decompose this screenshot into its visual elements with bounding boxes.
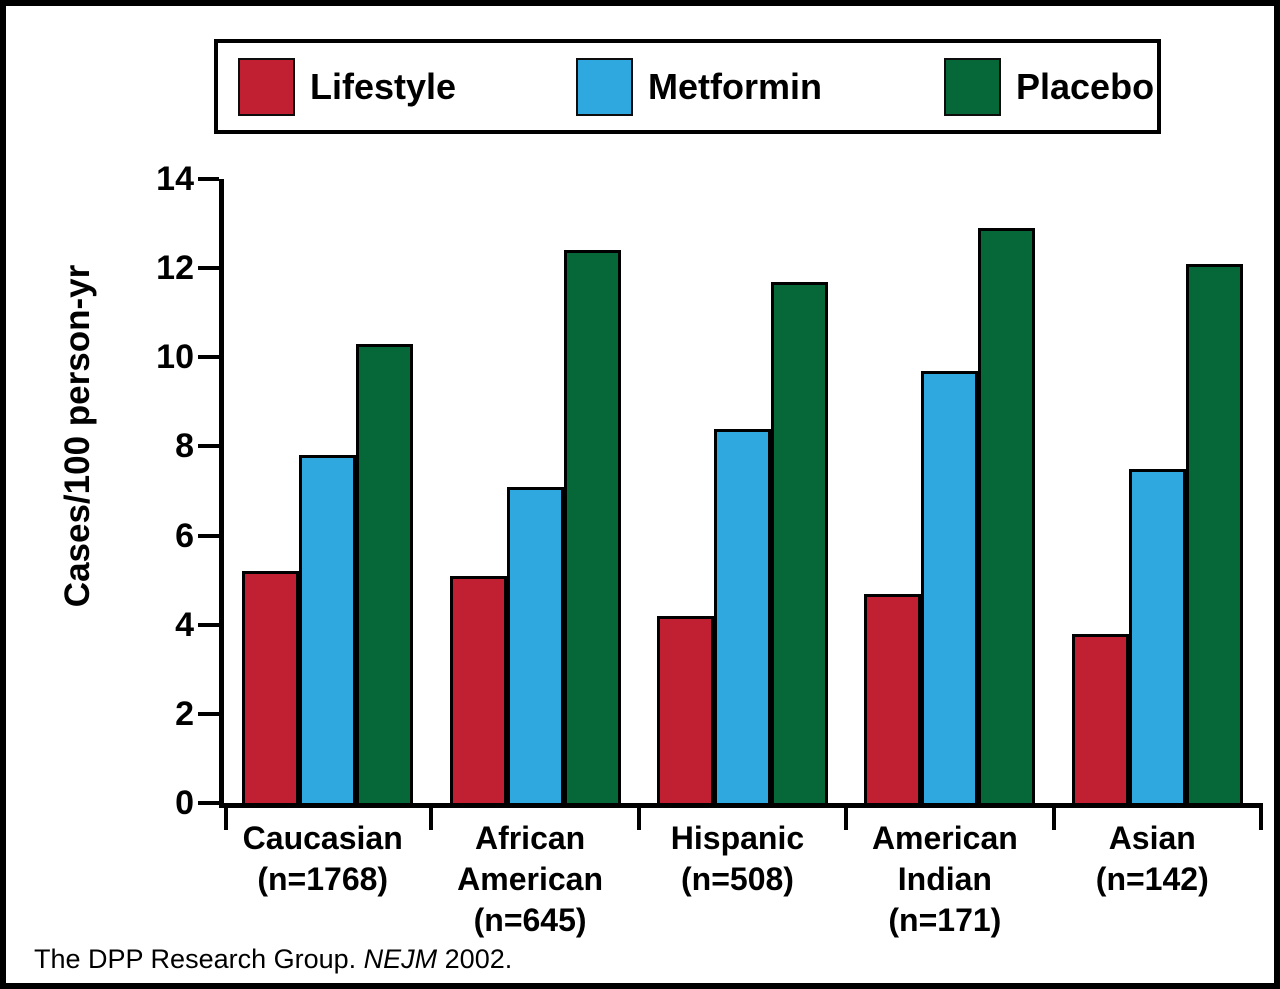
bar-metformin-3 [714,429,771,803]
legend-swatch-metformin [576,57,633,116]
y-axis-label: Cases/100 person-yr [58,264,97,608]
legend-label-lifestyle: Lifestyle [310,65,457,107]
x-axis-separator-tick-4 [1052,803,1056,830]
bar-metformin-4 [921,371,979,803]
y-tick-10 [198,355,219,360]
bar-lifestyle-3 [657,616,714,803]
y-tick-12 [198,266,219,271]
plot-area: 0 2 4 6 8 10 12 14 [156,160,1263,830]
bar-metformin-2 [506,487,564,803]
bar-lifestyle-4 [864,594,922,803]
category-label-3: Hispanic (n=508) [634,818,841,941]
bar-placebo-2 [563,250,621,803]
y-tick-label-12: 12 [156,249,194,288]
category-label-line: (n=645) [473,902,587,938]
footer-journal-name: NEJM [363,944,438,974]
x-axis-separator-tick-1 [429,803,433,830]
category-labels: Caucasian (n=1768) African American (n=645) H… [219,818,1256,941]
footer-text-prefix: The DPP Research Group. [34,944,364,974]
y-tick-label-0: 0 [175,784,194,822]
y-tick-label-6: 6 [175,516,194,555]
legend-label-placebo: Placebo [1016,65,1155,107]
category-label-line: American [871,820,1018,856]
legend-item-lifestyle: Lifestyle [238,43,456,130]
bar-lifestyle-5 [1071,634,1129,803]
y-tick-0 [198,801,219,805]
x-axis-separator-tick-0 [224,803,228,830]
y-tick-2 [198,711,219,716]
y-tick-label-14: 14 [156,160,194,198]
category-label-2: African American (n=645) [426,818,633,941]
y-tick-label-2: 2 [175,694,194,733]
footer-text-suffix: 2002. [437,944,513,974]
category-label-line: Indian [897,861,992,897]
x-axis-separator-tick-3 [844,803,848,830]
bar-lifestyle-1 [242,571,300,803]
category-label-line: (n=1768) [257,861,389,897]
legend-item-metformin: Metformin [576,43,822,130]
category-label-4: American Indian (n=171) [841,818,1048,941]
category-label-5: Asian (n=142) [1049,818,1256,941]
legend-label-metformin: Metformin [648,65,822,107]
bar-lifestyle-2 [449,576,507,803]
category-label-1: Caucasian (n=1768) [219,818,426,941]
y-tick-label-4: 4 [175,605,194,644]
y-tick-14 [198,177,219,181]
category-label-line: Hispanic [670,820,805,856]
legend-swatch-placebo [944,57,1001,116]
legend-item-placebo: Placebo [944,43,1154,130]
category-label-line: African [474,820,586,856]
bar-placebo-4 [978,228,1036,803]
x-axis-separator-tick-5 [1259,803,1263,830]
y-tick-6 [198,533,219,538]
bar-placebo-1 [356,344,414,803]
legend-swatch-lifestyle [238,57,295,116]
footer-caption: The DPP Research Group. NEJM 2002. [34,944,512,975]
y-tick-label-10: 10 [156,338,194,377]
category-label-line: Asian [1108,820,1196,856]
category-label-line: (n=142) [1095,861,1209,897]
x-axis-separator-tick-2 [637,803,641,830]
legend: Lifestyle Metformin Placebo [214,39,1161,134]
category-label-line: Caucasian [242,820,403,856]
category-label-line: (n=508) [681,861,794,897]
y-tick-8 [198,444,219,449]
bar-placebo-5 [1185,264,1243,803]
y-tick-label-8: 8 [175,427,194,466]
bar-metformin-1 [299,455,357,803]
bar-metformin-5 [1128,469,1186,803]
category-label-line: (n=171) [888,902,1002,938]
y-tick-4 [198,622,219,627]
bar-placebo-3 [771,282,828,803]
category-label-line: American [457,861,603,897]
